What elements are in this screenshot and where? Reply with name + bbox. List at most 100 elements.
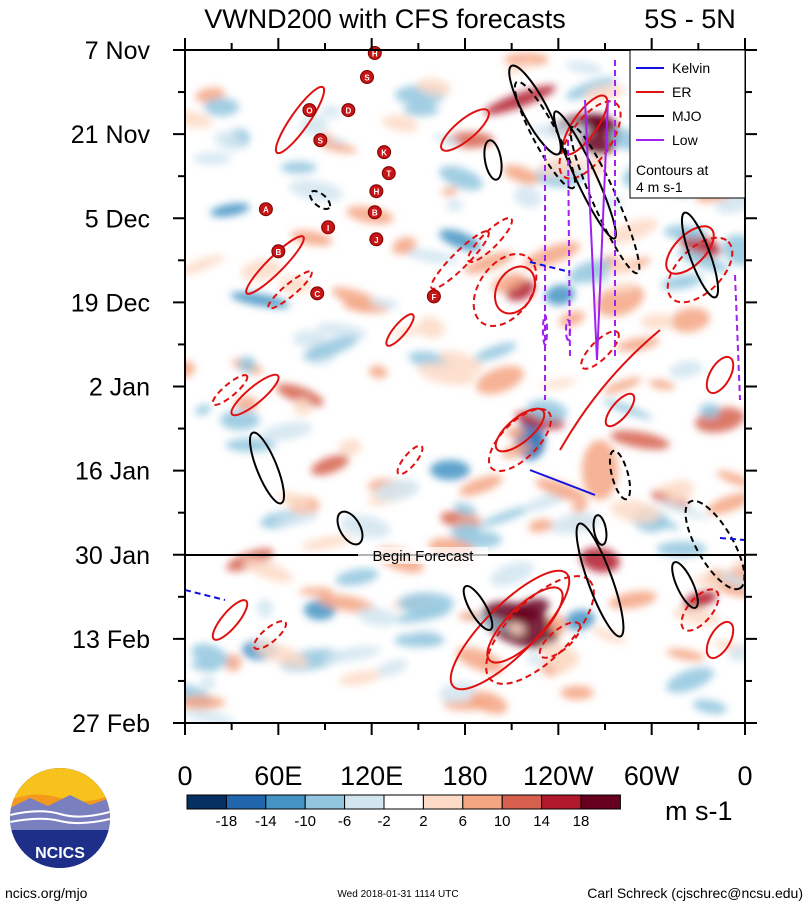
wave-contour (253, 620, 287, 650)
colorbar-label: -2 (377, 813, 390, 830)
shading-blob (693, 699, 727, 714)
legend-label-kelvin: Kelvin (672, 60, 710, 76)
shading-blob (416, 77, 452, 96)
shading-blob (220, 410, 260, 430)
x-tick-label: 180 (442, 761, 487, 791)
shading-blob (290, 230, 333, 246)
shading-blob (672, 607, 721, 625)
cyclone-marker: D (341, 103, 356, 118)
shading-blob (342, 302, 378, 313)
shading-blob (190, 661, 219, 672)
shading-blob (256, 599, 274, 618)
wave-contour (274, 85, 326, 155)
cyclone-letter: K (381, 149, 387, 158)
shading-blob (394, 633, 445, 648)
shading-blob (403, 248, 459, 265)
wave-contour (508, 64, 562, 156)
wave-contour (230, 373, 280, 417)
shading-blob (224, 654, 242, 672)
cyclone-marker: S (360, 70, 374, 85)
y-tick-label: 30 Jan (75, 542, 150, 570)
shading-blob (369, 297, 400, 309)
cyclone-letter: J (374, 236, 378, 245)
colorbar-label: 6 (459, 813, 467, 830)
shading-blob (185, 254, 225, 276)
shading-blob (316, 322, 368, 340)
colorbar-cell (580, 794, 621, 810)
wave-contour (608, 449, 632, 501)
shading-blob (279, 276, 311, 294)
shading-blob (439, 350, 484, 373)
shading-blob (513, 186, 542, 208)
colorbar-cell (265, 794, 306, 810)
colorbar-cell (501, 794, 543, 810)
cyclone-letter: D (345, 107, 351, 116)
shading-blob (545, 284, 575, 306)
shading-blob (279, 491, 312, 510)
colorbar-label: 14 (533, 813, 550, 830)
shading-blob (503, 164, 540, 185)
legend-label-er: ER (672, 84, 691, 100)
shading-blob (292, 330, 327, 349)
forecast-label: Begin Forecast (373, 548, 475, 565)
shading-blob (606, 218, 658, 245)
wave-contour (483, 139, 503, 181)
shading-blob (242, 558, 293, 583)
cyclone-icon (271, 244, 286, 259)
colorbar-label: 10 (494, 813, 511, 830)
wave-contour (249, 431, 285, 505)
wave-contour (385, 313, 415, 347)
shading-blob (716, 470, 745, 487)
shading-blob (394, 608, 451, 623)
shading-blob (459, 474, 503, 496)
colorbar-label: 18 (573, 813, 590, 830)
shading-blob (356, 607, 398, 627)
shading-blob (340, 515, 391, 539)
shading-blob (185, 361, 195, 378)
y-tick-label: 27 Feb (72, 710, 150, 738)
colorbar-label: -18 (216, 813, 238, 830)
shading-blob (582, 440, 618, 500)
x-tick-label: 120E (340, 761, 403, 791)
y-tick-label: 2 Jan (89, 374, 150, 402)
x-tick-labels: 0 60E 120E 180 120W 60W 0 (177, 761, 752, 791)
shading-blob (657, 499, 710, 521)
cyclone-letter: C (314, 290, 320, 299)
shading-blob (656, 541, 707, 557)
cyclone-icon (310, 286, 325, 301)
shading-blob (321, 105, 342, 119)
shading-blob (584, 83, 626, 102)
kelvin-contour (185, 589, 226, 601)
wave-contour (462, 584, 494, 632)
y-tick-label: 5 Dec (85, 205, 150, 233)
shading-blob (665, 479, 694, 503)
shading-blob (586, 156, 608, 176)
low-contour (734, 274, 741, 401)
shading-blob (439, 229, 481, 251)
cyclone-letter: H (372, 50, 378, 59)
shading-blob (185, 109, 213, 128)
legend-label-mjo: MJO (672, 108, 702, 124)
colorbar-label: -10 (294, 813, 316, 830)
shading-blob (193, 152, 232, 165)
shading-blob (230, 292, 290, 308)
shading-blob (458, 611, 481, 621)
shading-blob (204, 97, 240, 117)
shading-blob (430, 460, 470, 480)
region-label: 5S - 5N (644, 4, 736, 34)
cyclone-letter: I (327, 224, 329, 233)
axis-ticks (173, 38, 757, 735)
colorbar-cell (462, 794, 503, 810)
shading-blob (392, 237, 417, 255)
shading-blob (450, 523, 480, 539)
colorbar: -18 -14 -10 -6 -2 2 6 10 14 18 (186, 794, 621, 830)
shading-blob (311, 454, 349, 476)
cyclone-icon (302, 103, 317, 118)
forecast-label-bg (358, 547, 488, 564)
shading-blob (331, 287, 389, 313)
shading-blob (470, 691, 508, 714)
colorbar-label: -14 (255, 813, 277, 830)
shading-blob (505, 60, 535, 75)
wave-contour (267, 270, 313, 310)
